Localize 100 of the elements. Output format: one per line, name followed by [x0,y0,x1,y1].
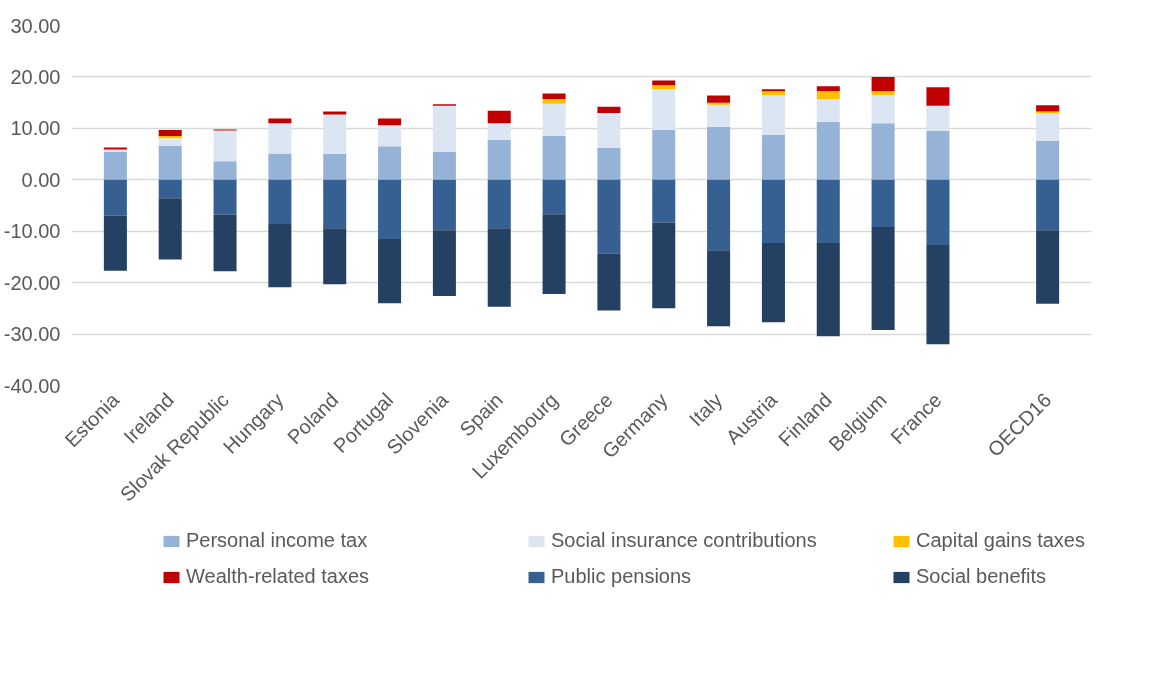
bar [926,130,950,180]
bar [926,105,950,131]
bar [378,238,402,304]
y-tick-label: -10.00 [3,220,61,243]
bar [652,85,676,90]
bar [871,123,895,180]
x-tick-label: Italy [684,388,727,431]
bar [432,152,456,180]
bar [1036,113,1060,141]
bar [707,104,731,127]
bar [432,230,456,297]
bar [323,228,347,285]
bar [707,102,731,105]
bar [926,87,950,106]
bar [487,110,511,124]
bar [597,179,621,254]
bar [1036,140,1060,180]
y-tick-label: 30.00 [10,14,61,37]
bar [597,106,621,113]
bar [542,99,566,104]
bar [268,153,292,180]
y-tick-label: 0.00 [21,168,61,191]
bar [707,250,731,327]
bar [268,123,292,154]
legend-label: Social benefits [916,565,1048,588]
bar [213,161,237,180]
bar [158,145,182,180]
bar [816,179,840,244]
bar [323,154,347,180]
bar [268,179,292,225]
bar [542,103,566,137]
bar [871,227,895,330]
y-tick-label: -20.00 [3,271,61,294]
bar [103,179,127,216]
bar [597,147,621,180]
bar [816,243,840,337]
bar [926,245,950,345]
bar [707,179,731,251]
bar [103,152,127,180]
bar [597,253,621,311]
bar [378,146,402,180]
bar [542,179,566,215]
bar [378,118,402,126]
bar [926,179,950,246]
bar [816,86,840,92]
bar [816,99,840,122]
bar [761,179,785,244]
bar [542,136,566,180]
bar [432,105,456,153]
bar [213,130,237,162]
bar [542,93,566,100]
bar [1036,105,1060,112]
bar [816,121,840,180]
bar [871,91,895,95]
legend-label: Capital gains taxes [916,529,1086,552]
bar [597,112,621,148]
bar [816,91,840,100]
bar [871,179,895,228]
bar [103,215,127,271]
bar [323,179,347,229]
bar [652,179,676,223]
y-tick-label: 20.00 [10,65,61,88]
y-tick-label: -40.00 [3,374,61,397]
y-tick-label: -30.00 [3,323,61,346]
bar [1036,179,1060,231]
bar [707,126,731,180]
bar [707,95,731,103]
bar [323,114,347,155]
bar [761,135,785,180]
bar [871,94,895,124]
legend-label: Wealth-related taxes [186,565,371,588]
legend-label: Public pensions [551,565,693,588]
bar [761,94,785,136]
bar [871,76,895,92]
bar [158,129,182,137]
bar [432,179,456,231]
bar [158,198,182,260]
bar [378,125,402,147]
bar [487,179,511,229]
bar [487,123,511,140]
bar [542,214,566,294]
bar [158,136,182,139]
bar [1036,230,1060,304]
legend-label: Personal income tax [186,529,369,552]
bar [761,243,785,323]
bar [1036,111,1060,114]
bar [487,139,511,180]
bar [378,179,402,239]
y-tick-label: 10.00 [10,117,61,140]
bar [268,224,292,288]
bar [213,179,237,215]
bar [323,111,347,115]
bar [652,222,676,309]
bar [652,89,676,130]
bar [213,214,237,272]
bar [158,138,182,146]
bar [652,129,676,180]
bar [487,228,511,307]
legend-label: Social insurance contributions [551,529,818,552]
bar [158,179,182,199]
